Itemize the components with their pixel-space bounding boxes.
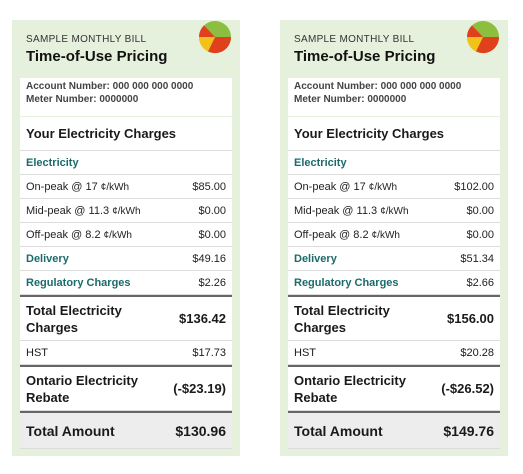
total-electricity-label: Total Electricity Charges: [26, 302, 122, 335]
on-peak-row: On-peak @ 17 ¢/kWh $102.00: [288, 175, 500, 199]
delivery-label: Delivery: [294, 252, 337, 265]
mid-peak-row: Mid-peak @ 11.3 ¢/kWh $0.00: [20, 199, 232, 223]
bill-body: Account Number: 000 000 000 0000 Meter N…: [20, 78, 232, 449]
bill-card-2: SAMPLE MONTHLY BILL Time-of-Use Pricing …: [280, 20, 508, 456]
electricity-label: Electricity: [294, 156, 347, 169]
off-peak-unit: ¢/kWh: [371, 229, 400, 241]
regulatory-label: Regulatory Charges: [26, 276, 131, 289]
electricity-label: Electricity: [26, 156, 79, 169]
on-peak-label: On-peak @ 17: [294, 180, 366, 193]
total-electricity-row: Total Electricity Charges $156.00: [288, 295, 500, 341]
on-peak-unit: ¢/kWh: [100, 181, 130, 193]
total-amount-row: Total Amount $149.76: [288, 411, 500, 449]
bill-title: Time-of-Use Pricing: [26, 48, 168, 65]
charges-heading: Your Electricity Charges: [20, 117, 232, 151]
on-peak-label: On-peak @ 17: [26, 180, 98, 193]
off-peak-value: $0.00: [466, 228, 494, 241]
rebate-label: Ontario Electricity Rebate: [26, 372, 138, 405]
delivery-label: Delivery: [26, 252, 69, 265]
hst-row: HST $20.28: [288, 341, 500, 365]
off-peak-row: Off-peak @ 8.2 ¢/kWh $0.00: [288, 223, 500, 247]
total-electricity-row: Total Electricity Charges $136.42: [20, 295, 232, 341]
total-amount-row: Total Amount $130.96: [20, 411, 232, 449]
off-peak-unit: ¢/kWh: [103, 229, 132, 241]
charges-heading-label: Your Electricity Charges: [26, 126, 177, 141]
mid-peak-label: Mid-peak @ 11.3: [294, 204, 378, 217]
hst-value: $20.28: [460, 346, 494, 359]
rebate-row: Ontario Electricity Rebate (-$23.19): [20, 365, 232, 411]
regulatory-row: Regulatory Charges $2.66: [288, 271, 500, 295]
hst-value: $17.73: [192, 346, 226, 359]
mid-peak-unit: ¢/kWh: [112, 205, 141, 217]
meter-number: Meter Number: 0000000: [294, 94, 407, 105]
total-amount-value: $149.76: [443, 422, 494, 439]
sample-label: SAMPLE MONTHLY BILL: [26, 34, 147, 45]
time-of-use-pie-icon: [466, 21, 500, 54]
mid-peak-value: $0.00: [466, 204, 494, 217]
account-number: Account Number: 000 000 000 0000: [26, 81, 194, 92]
off-peak-label: Off-peak @ 8.2: [294, 228, 369, 241]
hst-label: HST: [26, 346, 48, 359]
electricity-section: Electricity: [20, 151, 232, 175]
off-peak-label: Off-peak @ 8.2: [26, 228, 101, 241]
regulatory-value: $2.26: [198, 276, 226, 289]
total-electricity-value: $156.00: [447, 311, 494, 326]
total-electricity-value: $136.42: [179, 311, 226, 326]
time-of-use-pie-icon: [198, 21, 232, 54]
bill-header: SAMPLE MONTHLY BILL Time-of-Use Pricing: [20, 20, 232, 78]
regulatory-value: $2.66: [466, 276, 494, 289]
total-electricity-label: Total Electricity Charges: [294, 302, 390, 335]
bill-card-1: SAMPLE MONTHLY BILL Time-of-Use Pricing …: [12, 20, 240, 456]
mid-peak-value: $0.00: [198, 204, 226, 217]
regulatory-row: Regulatory Charges $2.26: [20, 271, 232, 295]
regulatory-label: Regulatory Charges: [294, 276, 399, 289]
rebate-value: (-$23.19): [173, 381, 226, 396]
hst-row: HST $17.73: [20, 341, 232, 365]
charges-heading-label: Your Electricity Charges: [294, 126, 445, 141]
on-peak-unit: ¢/kWh: [368, 181, 398, 193]
bill-body: Account Number: 000 000 000 0000 Meter N…: [288, 78, 500, 449]
total-amount-label: Total Amount: [26, 422, 115, 439]
bill-title: Time-of-Use Pricing: [294, 48, 436, 65]
electricity-section: Electricity: [288, 151, 500, 175]
mid-peak-unit: ¢/kWh: [380, 205, 409, 217]
on-peak-value: $102.00: [454, 180, 494, 193]
account-info: Account Number: 000 000 000 0000 Meter N…: [288, 78, 500, 117]
rebate-value: (-$26.52): [441, 381, 494, 396]
on-peak-value: $85.00: [192, 180, 226, 193]
mid-peak-label: Mid-peak @ 11.3: [26, 204, 110, 217]
meter-number: Meter Number: 0000000: [26, 94, 139, 105]
sample-label: SAMPLE MONTHLY BILL: [294, 34, 415, 45]
total-amount-value: $130.96: [175, 422, 226, 439]
delivery-row: Delivery $49.16: [20, 247, 232, 271]
mid-peak-row: Mid-peak @ 11.3 ¢/kWh $0.00: [288, 199, 500, 223]
off-peak-row: Off-peak @ 8.2 ¢/kWh $0.00: [20, 223, 232, 247]
delivery-value: $49.16: [192, 252, 226, 265]
account-info: Account Number: 000 000 000 0000 Meter N…: [20, 78, 232, 117]
charges-heading: Your Electricity Charges: [288, 117, 500, 151]
rebate-label: Ontario Electricity Rebate: [294, 372, 406, 405]
hst-label: HST: [294, 346, 316, 359]
delivery-row: Delivery $51.34: [288, 247, 500, 271]
account-number: Account Number: 000 000 000 0000: [294, 81, 462, 92]
off-peak-value: $0.00: [198, 228, 226, 241]
bill-header: SAMPLE MONTHLY BILL Time-of-Use Pricing: [288, 20, 500, 78]
total-amount-label: Total Amount: [294, 422, 383, 439]
rebate-row: Ontario Electricity Rebate (-$26.52): [288, 365, 500, 411]
on-peak-row: On-peak @ 17 ¢/kWh $85.00: [20, 175, 232, 199]
delivery-value: $51.34: [460, 252, 494, 265]
